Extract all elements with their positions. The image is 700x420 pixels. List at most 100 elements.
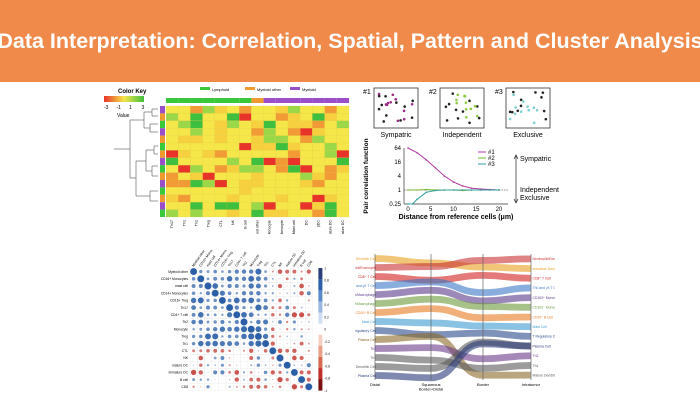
heatmap-cell xyxy=(300,105,313,114)
corr-circle xyxy=(234,305,239,310)
heatmap-cell xyxy=(202,187,215,195)
heatmap-cell xyxy=(336,105,350,114)
heatmap-cell xyxy=(251,105,264,114)
alluvial-left-label: Plasma Cell xyxy=(358,338,376,342)
corr-circle xyxy=(277,348,283,354)
alluvial-right-label: Mature Dendritic Cell xyxy=(533,373,556,377)
heatmap-cell xyxy=(251,209,264,218)
heatmap-cell xyxy=(190,172,203,181)
corr-circle xyxy=(220,363,224,367)
heatmap-cell xyxy=(251,120,264,129)
spatial-panel-caption: Sympatric xyxy=(380,132,412,139)
corr-circle xyxy=(197,311,204,318)
alluvial-right-label: Neutrophil/Eosinophil xyxy=(533,257,556,261)
heatmap-cell xyxy=(214,157,228,166)
corr-circle xyxy=(236,350,238,352)
corr-circle xyxy=(248,297,255,304)
corr-circle xyxy=(234,334,239,339)
corr-scale-segment xyxy=(318,368,323,380)
heatmap-cell xyxy=(251,157,264,166)
spatial-cell-dot xyxy=(464,107,468,111)
corr-scale-tick: 0.2 xyxy=(324,315,329,319)
corr-circle xyxy=(242,385,246,389)
corr-circle xyxy=(190,297,197,304)
spatial-panel-frame xyxy=(439,87,485,129)
corr-circle xyxy=(226,304,234,312)
corr-scale-segment xyxy=(318,334,323,347)
alluvial-flow xyxy=(374,271,532,284)
heatmap-column-label: B cell xyxy=(243,220,247,229)
corr-circle xyxy=(241,333,247,340)
alluvial-right-label: T Regulatory Cell xyxy=(533,335,556,339)
heatmap-cell xyxy=(178,120,191,129)
heatmap-column-label: CD14+ Monocyte xyxy=(280,220,284,234)
corr-circle xyxy=(263,319,269,325)
corr-col-label: Th2 xyxy=(242,260,249,267)
heatmap-cell xyxy=(165,202,179,210)
corr-circle xyxy=(293,364,296,367)
corr-circle xyxy=(264,364,267,367)
heatmap-cell xyxy=(226,105,240,114)
corr-circle xyxy=(228,371,231,374)
spatial-cell-dot xyxy=(410,102,414,106)
corr-circle xyxy=(213,356,217,360)
corr-circle xyxy=(255,340,262,347)
corr-circle xyxy=(271,299,274,302)
corr-circle xyxy=(285,377,289,382)
corr-circle xyxy=(257,313,260,317)
heatmap-cell xyxy=(165,209,179,218)
spatial-panel-caption: Exclusive xyxy=(513,132,543,139)
spatial-cell-dot xyxy=(402,117,406,121)
corr-circle xyxy=(278,385,282,389)
legend-label: #1 xyxy=(488,150,495,156)
spatial-cell-dot xyxy=(395,101,398,104)
corr-circle xyxy=(190,268,198,276)
heatmap-cell xyxy=(336,135,350,144)
heatmap-cell xyxy=(287,120,301,129)
corr-circle xyxy=(308,278,310,280)
heatmap-cell xyxy=(300,150,313,158)
heatmap-cell xyxy=(251,172,264,181)
spatial-cell-dot xyxy=(464,115,468,119)
corr-circle xyxy=(254,332,262,340)
heatmap-cell xyxy=(178,105,191,114)
corr-row-label: mature DC xyxy=(172,363,189,367)
heatmap-cell xyxy=(202,165,215,173)
heatmap-cell xyxy=(263,157,276,166)
heatmap-cell xyxy=(263,120,276,129)
alluvial-flow xyxy=(374,327,532,340)
corr-circle xyxy=(248,333,255,340)
corr-circle xyxy=(249,291,254,296)
slide-title: Data Interpretation: Correlation, Spatia… xyxy=(0,28,700,53)
corr-row-label: mast cell xyxy=(175,284,188,288)
corr-circle xyxy=(256,290,261,296)
heatmap-cell xyxy=(263,202,276,210)
alluvial-axis-label: Border xyxy=(477,382,490,387)
corr-circle xyxy=(285,312,290,317)
corr-circle xyxy=(213,370,218,375)
corr-circle xyxy=(279,335,281,338)
heatmap-cell xyxy=(324,113,337,121)
heatmap-cell xyxy=(165,142,179,151)
corr-row-label: CD4+ T cell xyxy=(171,313,188,317)
series-point-3 xyxy=(479,189,482,191)
heatmap-cell xyxy=(300,113,313,121)
corr-circle xyxy=(199,334,203,339)
heatmap-cell xyxy=(214,194,228,203)
spatial-cell-dot xyxy=(396,119,400,123)
heatmap-cell xyxy=(214,120,228,129)
heatmap-cell xyxy=(251,150,264,158)
corr-circle xyxy=(249,371,253,374)
corr-circle xyxy=(257,371,259,373)
corr-circle xyxy=(256,298,261,303)
heatmap-cell xyxy=(239,187,252,195)
heatmap-cell xyxy=(275,157,289,166)
spatial-panel-label: #3 xyxy=(495,89,503,96)
heatmap-cell xyxy=(165,179,179,188)
corr-circle xyxy=(213,305,218,310)
spatial-cell-dot xyxy=(377,92,381,96)
corr-circle xyxy=(293,342,296,345)
corr-circle xyxy=(285,327,289,331)
heatmap-cell xyxy=(312,150,325,158)
spatial-cell-dot xyxy=(410,116,414,119)
